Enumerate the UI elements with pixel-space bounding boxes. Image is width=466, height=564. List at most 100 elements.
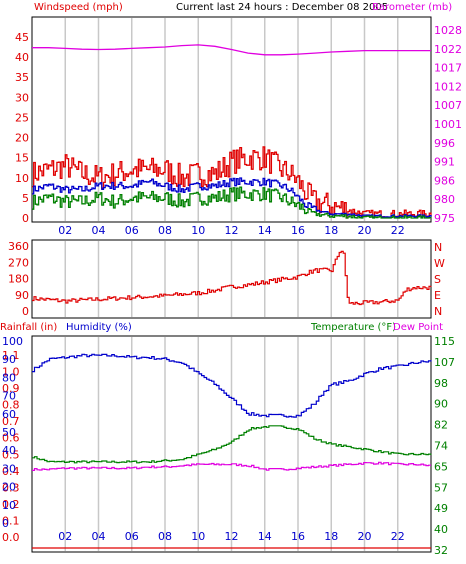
humidity-tick-20: 20 [2, 481, 16, 494]
wind-low-line [32, 186, 432, 219]
rainfall-tick-0.7: 0.7 [2, 415, 20, 428]
barometer-tick-1028: 1028 [434, 24, 462, 37]
dewpoint-line [32, 461, 431, 471]
climate-panel-xtick-08: 08 [158, 530, 172, 543]
compass-tick-N-4: N [434, 305, 442, 318]
windspeed-tick-0: 0 [22, 212, 29, 225]
windspeed-tick-25: 25 [15, 111, 29, 124]
temperature-tick-65: 65 [434, 460, 448, 473]
temperature-tick-74: 74 [434, 440, 448, 453]
chart-title: Current last 24 hours : December 08 2005 [176, 2, 388, 13]
compass-tick-N-0: N [434, 241, 442, 254]
humidity-line [32, 353, 432, 418]
windspeed-tick-5: 5 [22, 192, 29, 205]
climate-panel-xtick-20: 20 [358, 530, 372, 543]
direction-panel-frame [31, 239, 432, 319]
direction-tick-360: 360 [8, 240, 29, 253]
rainfall-tick-0.4: 0.4 [2, 465, 20, 478]
climate-panel-xtick-22: 22 [391, 530, 405, 543]
compass-tick-E-3: E [434, 289, 441, 302]
rainfall-tick-0.3: 0.3 [2, 481, 20, 494]
humidity-tick-100: 100 [2, 335, 23, 348]
climate-panel-xtick-18: 18 [324, 530, 338, 543]
dewpoint-axis-title: Dew Point [393, 322, 443, 333]
axis-labels-layer: 0510152025303540459759809869919961001100… [2, 24, 462, 557]
direction-tick-0: 0 [22, 305, 29, 318]
windspeed-tick-35: 35 [15, 71, 29, 84]
wind-panel-xtick-22: 22 [391, 224, 405, 237]
temperature-line [32, 425, 432, 464]
direction-tick-180: 180 [8, 273, 29, 286]
windspeed-axis-title: Windspeed (mph) [34, 2, 123, 13]
wind-panel-frame [31, 16, 432, 223]
barometer-tick-1017: 1017 [434, 62, 462, 75]
temperature-tick-107: 107 [434, 356, 455, 369]
rainfall-tick-0.9: 0.9 [2, 382, 20, 395]
rainfall-tick-0.2: 0.2 [2, 498, 20, 511]
humidity-tick-70: 70 [2, 390, 16, 403]
climate-panel-xtick-02: 02 [58, 530, 72, 543]
rainfall-tick-1.1: 1.1 [2, 349, 20, 362]
humidity-tick-60: 60 [2, 408, 16, 421]
series-layer [32, 44, 432, 549]
wind-average-line [32, 177, 432, 218]
rainfall-tick-0.1: 0.1 [2, 514, 20, 527]
barometer-tick-1007: 1007 [434, 99, 462, 112]
barometer-tick-980: 980 [434, 193, 455, 206]
temperature-tick-57: 57 [434, 481, 448, 494]
windspeed-tick-20: 20 [15, 132, 29, 145]
direction-tick-90: 90 [15, 289, 29, 302]
climate-panel-frame [31, 335, 432, 553]
temperature-tick-82: 82 [434, 419, 448, 432]
temperature-tick-115: 115 [434, 335, 455, 348]
wind-panel-xtick-20: 20 [358, 224, 372, 237]
rainfall-axis-title: Rainfall (in) [0, 322, 57, 333]
wind-panel-xtick-08: 08 [158, 224, 172, 237]
temperature-axis-title: Temperature (°F) [310, 322, 396, 333]
humidity-tick-40: 40 [2, 444, 16, 457]
direction-tick-270: 270 [8, 256, 29, 269]
rainfall-tick-0.8: 0.8 [2, 399, 20, 412]
windspeed-tick-45: 45 [15, 31, 29, 44]
humidity-tick-10: 10 [2, 499, 16, 512]
compass-tick-W-1: W [434, 257, 445, 270]
wind-panel-xtick-06: 06 [125, 224, 139, 237]
barometer-line [32, 44, 431, 56]
wind-panel-xtick-12: 12 [225, 224, 239, 237]
windspeed-tick-30: 30 [15, 91, 29, 104]
temperature-tick-49: 49 [434, 502, 448, 515]
rainfall-tick-0.0: 0.0 [2, 531, 20, 544]
temperature-tick-90: 90 [434, 398, 448, 411]
humidity-tick-30: 30 [2, 462, 16, 475]
wind-panel-xtick-14: 14 [258, 224, 272, 237]
grid-layer [64, 18, 399, 551]
rainfall-tick-0.5: 0.5 [2, 448, 20, 461]
rainfall-tick-1.0: 1.0 [2, 366, 20, 379]
barometer-tick-996: 996 [434, 137, 455, 150]
windspeed-tick-15: 15 [15, 152, 29, 165]
barometer-tick-986: 986 [434, 174, 455, 187]
climate-panel-xtick-16: 16 [291, 530, 305, 543]
climate-panel-xtick-14: 14 [258, 530, 272, 543]
windspeed-line [32, 146, 432, 219]
wind-panel-xtick-02: 02 [58, 224, 72, 237]
barometer-axis-title: Barometer (mb) [372, 2, 452, 13]
humidity-tick-80: 80 [2, 371, 16, 384]
climate-panel-xtick-06: 06 [125, 530, 139, 543]
humidity-tick-0: 0 [2, 517, 9, 530]
windspeed-tick-40: 40 [15, 51, 29, 64]
climate-panel-xtick-10: 10 [191, 530, 205, 543]
humidity-axis-title: Humidity (%) [66, 322, 132, 333]
barometer-tick-975: 975 [434, 212, 455, 225]
climate-panel-xtick-04: 04 [92, 530, 106, 543]
climate-panel-xtick-12: 12 [225, 530, 239, 543]
barometer-tick-1012: 1012 [434, 80, 462, 93]
wind-panel-xtick-16: 16 [291, 224, 305, 237]
compass-tick-S-2: S [434, 273, 441, 286]
temperature-tick-40: 40 [434, 523, 448, 536]
barometer-tick-991: 991 [434, 156, 455, 169]
humidity-tick-90: 90 [2, 353, 16, 366]
wind-panel-xtick-04: 04 [92, 224, 106, 237]
